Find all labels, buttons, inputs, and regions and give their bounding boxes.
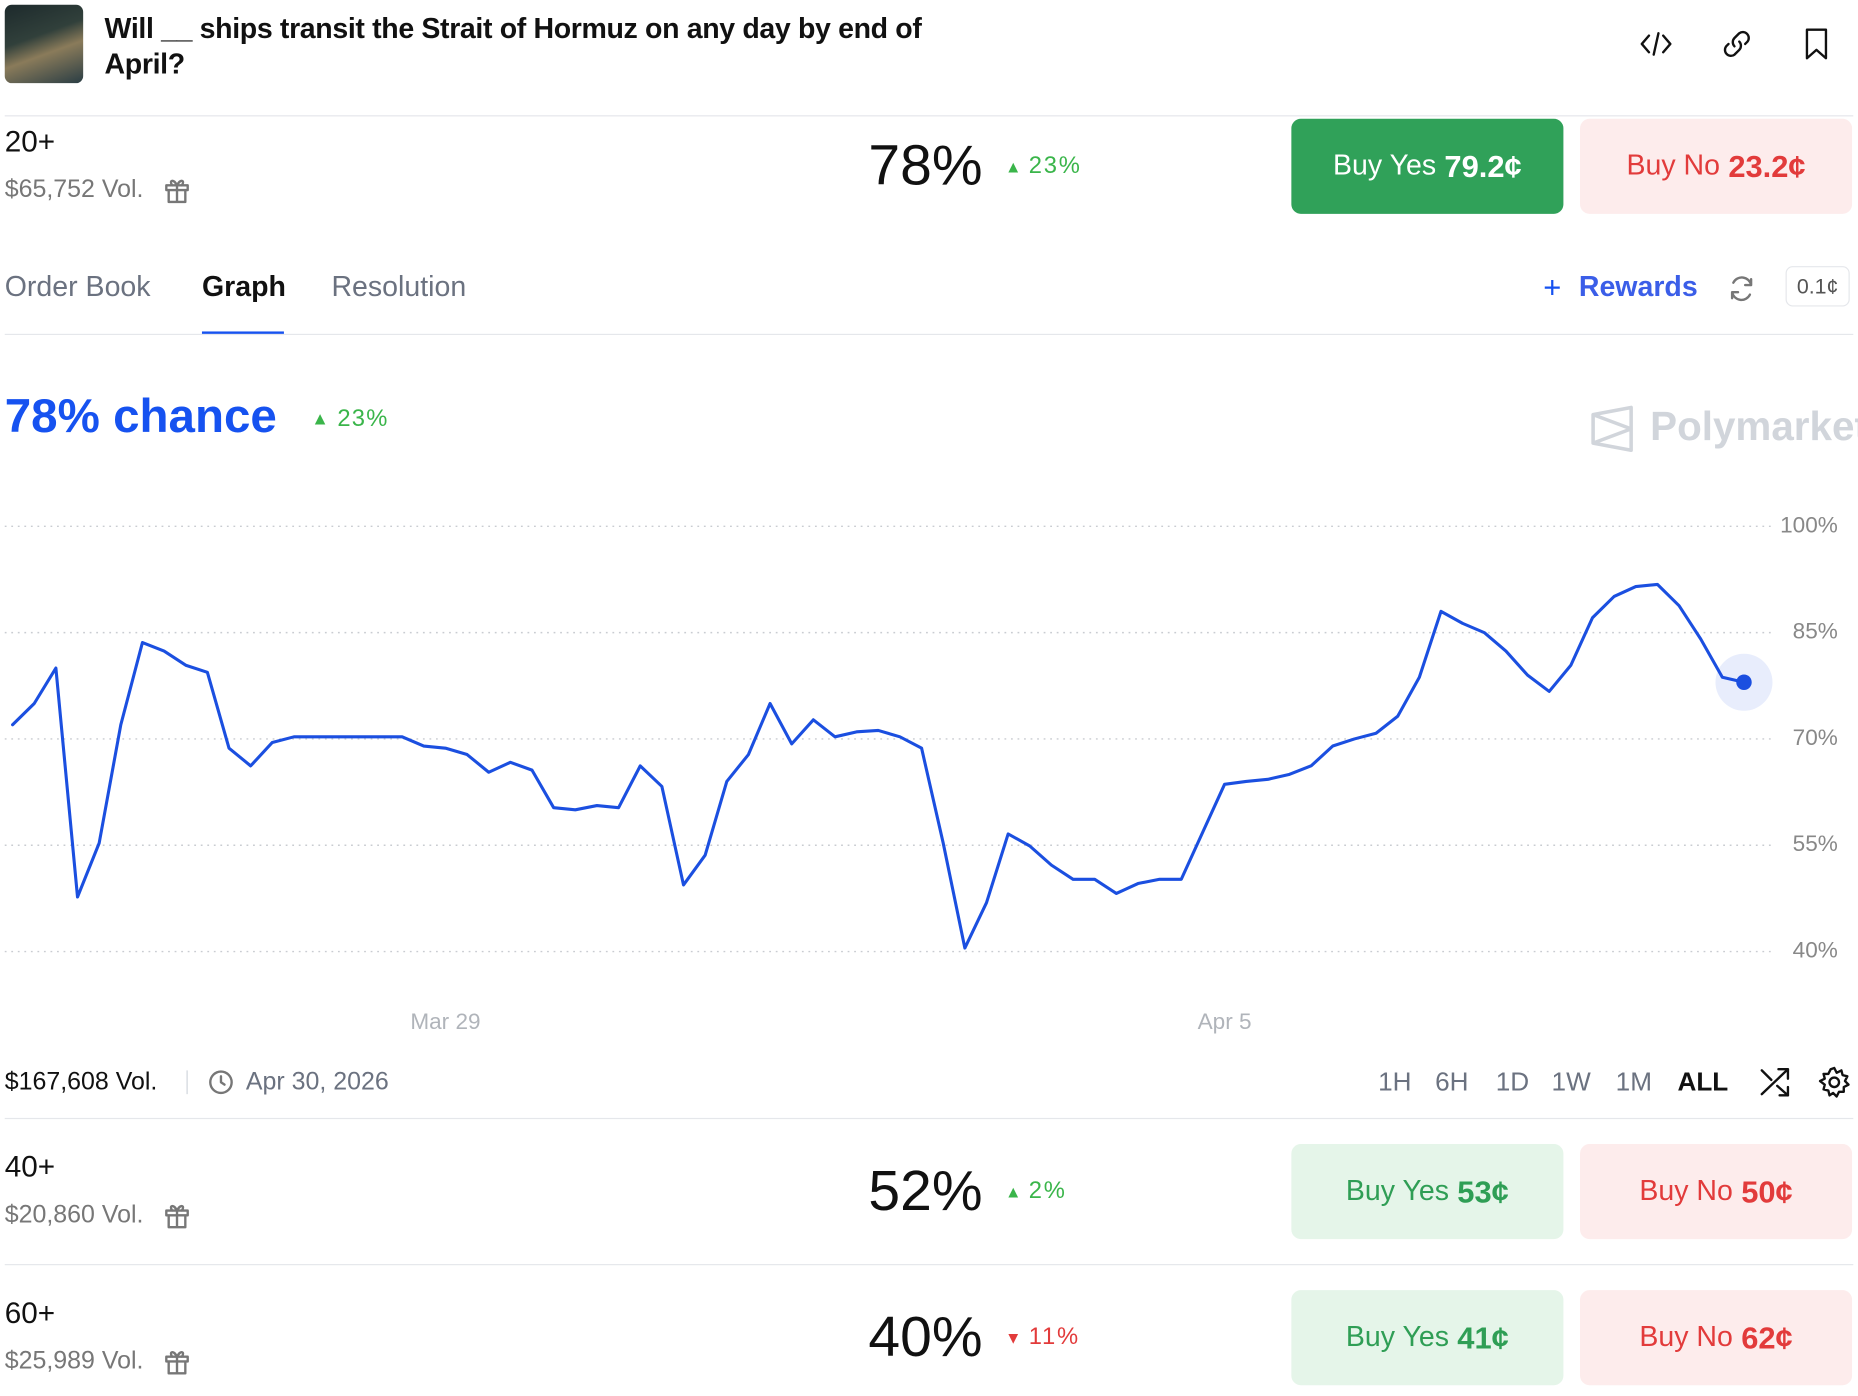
trend-arrow: ▲: [1005, 1182, 1022, 1202]
market-change: 11%: [1028, 1324, 1080, 1351]
gift-icon: [164, 1351, 189, 1375]
market-volume: $20,860 Vol.: [4, 1201, 144, 1229]
market-chance: 40%: [868, 1306, 983, 1370]
buy-yes-label: Buy Yes: [1345, 1174, 1449, 1208]
buy-no-button[interactable]: Buy No 50¢: [1580, 1144, 1853, 1240]
market-label: 20+: [4, 125, 56, 159]
end-dot: [1736, 674, 1752, 690]
link-icon[interactable]: [1720, 27, 1753, 60]
buy-yes-label: Buy Yes: [1345, 1321, 1449, 1354]
market-volume: $25,989 Vol.: [4, 1347, 144, 1375]
timeframe[interactable]: ALL: [1677, 1066, 1729, 1097]
buy-yes-button[interactable]: Buy Yes 41¢: [1291, 1290, 1564, 1386]
tick-size-box[interactable]: 0.1¢: [1785, 266, 1850, 307]
buy-yes-button[interactable]: Buy Yes 53¢: [1291, 1144, 1564, 1240]
embed-icon[interactable]: [1639, 29, 1672, 60]
market-label: 60+: [4, 1296, 56, 1330]
gift-icon: [164, 179, 189, 204]
buy-no-label: Buy No: [1639, 1174, 1733, 1208]
total-volume: $167,608 Vol.: [4, 1068, 158, 1096]
y-tick-label: 55%: [1793, 831, 1838, 856]
settings-icon[interactable]: [1818, 1066, 1851, 1099]
x-tick-label: Mar 29: [410, 1009, 480, 1034]
trend-arrow: ▲: [1005, 156, 1022, 176]
trend-arrow: ▼: [1005, 1328, 1022, 1348]
market-label: 40+: [4, 1150, 56, 1184]
end-date: Apr 30, 2026: [245, 1068, 389, 1096]
tab-underline: [201, 331, 284, 336]
market-title: Will __ ships transit the Strait of Horm…: [104, 13, 922, 81]
market-change: 23%: [1028, 152, 1082, 179]
chance-headline: 78% chance: [4, 390, 277, 443]
yes-price: 79.2¢: [1444, 147, 1522, 184]
x-tick-label: Apr 5: [1198, 1009, 1252, 1034]
y-tick-label: 70%: [1793, 725, 1838, 750]
chance-arrow: ▲: [311, 409, 329, 430]
market-chance: 52%: [868, 1160, 983, 1224]
timeframe[interactable]: 6H: [1435, 1066, 1469, 1097]
buy-yes-label: Buy Yes: [1333, 149, 1437, 182]
tab[interactable]: Graph: [201, 270, 286, 303]
timeframe[interactable]: 1H: [1378, 1066, 1412, 1097]
buy-no-button[interactable]: Buy No 62¢: [1580, 1290, 1853, 1386]
tab[interactable]: Order Book: [4, 270, 151, 303]
y-tick-label: 85%: [1793, 619, 1838, 644]
price-line: [11, 582, 1746, 950]
rewards-link[interactable]: Rewards: [1578, 270, 1698, 303]
separator: [186, 1070, 188, 1095]
clock-icon: [209, 1070, 233, 1095]
buy-no-label: Buy No: [1626, 149, 1721, 182]
divider: [4, 1264, 1854, 1266]
no-price: 50¢: [1741, 1173, 1793, 1209]
buy-yes-button[interactable]: Buy Yes 79.2¢: [1291, 118, 1564, 214]
divider: [4, 1117, 1854, 1120]
watermark-logo: [1591, 405, 1633, 453]
market-change: 2%: [1028, 1177, 1067, 1205]
watermark-text: Polymarket: [1650, 404, 1858, 450]
y-tick-label: 100%: [1780, 512, 1838, 537]
yes-price: 41¢: [1457, 1319, 1509, 1355]
buy-no-label: Buy No: [1639, 1321, 1733, 1354]
price-chart: 40% 55% 70% 85% 100% Mar 29 Apr 5: [4, 512, 1838, 1034]
divider: [4, 115, 1854, 117]
timeframe[interactable]: 1D: [1495, 1066, 1530, 1097]
gift-icon: [164, 1204, 189, 1229]
divider: [4, 333, 1854, 336]
bookmark-icon[interactable]: [1803, 27, 1829, 60]
no-price: 23.2¢: [1728, 147, 1806, 184]
chance-change: 23%: [337, 405, 389, 432]
market-chance: 78%: [868, 134, 983, 198]
tab[interactable]: Resolution: [331, 270, 467, 303]
timeframe[interactable]: 1W: [1551, 1066, 1591, 1097]
shuffle-icon[interactable]: [1758, 1066, 1791, 1099]
no-price: 62¢: [1741, 1319, 1793, 1355]
market-volume: $65,752 Vol.: [4, 175, 144, 204]
yes-price: 53¢: [1457, 1173, 1509, 1209]
y-tick-label: 40%: [1793, 938, 1838, 963]
rewards-plus: +: [1543, 269, 1562, 305]
buy-no-button[interactable]: Buy No 23.2¢: [1580, 118, 1853, 214]
timeframe[interactable]: 1M: [1615, 1066, 1652, 1097]
thumbnail: [4, 4, 84, 84]
refresh-icon[interactable]: [1727, 274, 1756, 303]
